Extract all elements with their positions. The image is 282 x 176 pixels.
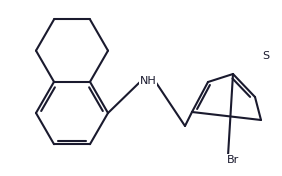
Text: Br: Br xyxy=(227,155,239,165)
Text: NH: NH xyxy=(140,76,157,86)
Text: S: S xyxy=(263,51,270,61)
